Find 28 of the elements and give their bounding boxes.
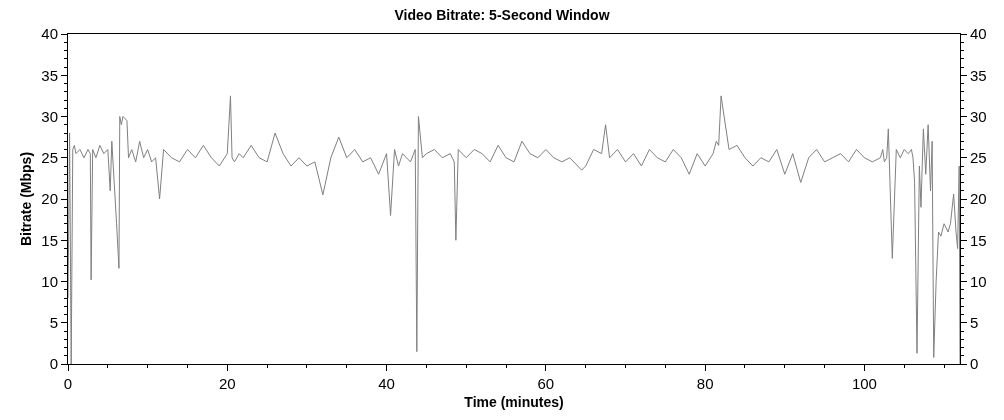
y-tick-label: 25 (41, 149, 58, 166)
x-tick-label: 40 (378, 375, 395, 392)
y-tick-label: 35 (41, 66, 58, 84)
y2-tick-label: 20 (970, 190, 987, 208)
y-tick-label: 0 (49, 355, 58, 373)
y2-tick-label: 10 (970, 272, 987, 290)
y-tick-label: 40 (41, 25, 58, 43)
y2-tick-label: 0 (970, 355, 979, 373)
y2-tick-label: 35 (970, 66, 987, 84)
x-tick-label: 20 (218, 375, 236, 392)
y2-tick-label: 5 (970, 314, 979, 331)
y2-tick-label: 15 (970, 231, 987, 249)
y2-tick-label: 40 (970, 25, 987, 43)
y2-tick-label: 30 (970, 107, 987, 125)
x-tick-label: 60 (537, 375, 555, 392)
y-tick-label: 20 (41, 190, 58, 208)
y2-tick-label: 25 (970, 149, 987, 166)
y-tick-label: 15 (41, 231, 58, 249)
chart-title: Video Bitrate: 5-Second Window (394, 7, 610, 24)
y-tick-label: 5 (49, 314, 58, 331)
y-tick-label: 10 (41, 272, 58, 290)
x-tick-label: 80 (696, 375, 714, 392)
y-axis-title: Bitrate (Mbps) (17, 151, 34, 247)
x-axis-title: Time (minutes) (464, 394, 564, 411)
x-tick-label: 100 (851, 375, 877, 392)
y-tick-label: 30 (41, 107, 58, 125)
x-tick-label: 0 (63, 375, 73, 392)
line-series (68, 95, 960, 364)
